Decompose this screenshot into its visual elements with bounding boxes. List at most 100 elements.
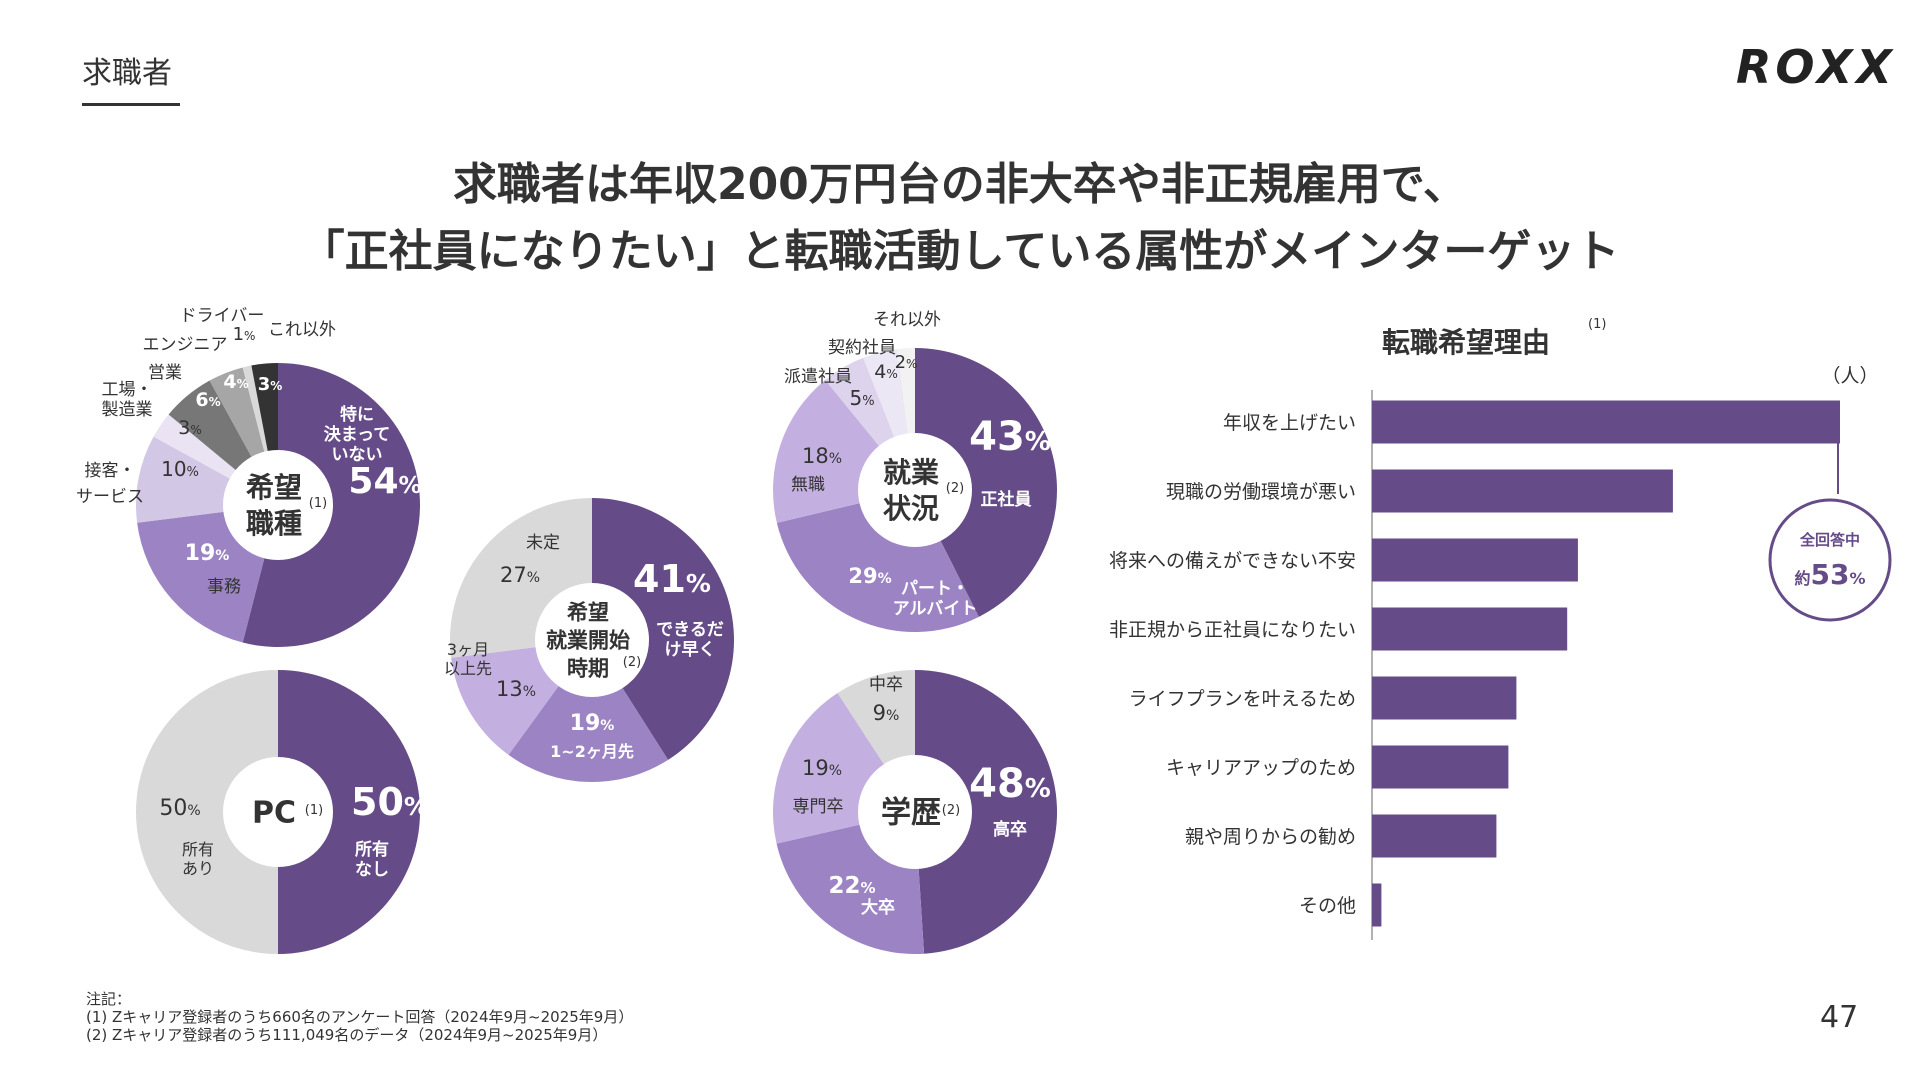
bar-4: [1372, 676, 1517, 720]
pie-label-0-4: 営業: [148, 363, 182, 383]
bar-3: [1372, 607, 1568, 651]
pie-label-2-1: 1~2ヶ月先: [550, 742, 634, 761]
pie-label-3-5: それ以外: [873, 310, 941, 330]
pie-center-hole: [535, 583, 649, 697]
pie-label-1-0: 所有: [355, 839, 389, 860]
pie-pct-4-1: 22%: [828, 873, 875, 899]
bar-label-3: 非正規から正社員になりたい: [1109, 619, 1356, 641]
pie-center-label: 職種: [246, 507, 302, 540]
callout-value: 約53%: [1794, 558, 1865, 591]
pie-pct-4-0: 48%: [969, 761, 1051, 807]
callout-line1: 全回答中: [1799, 531, 1860, 549]
pie-slice-1-1: [136, 670, 278, 954]
pie-education: 学歴 (2) 48% 高卒 22%大卒 19% 専門卒 9% 中卒: [772, 670, 1058, 955]
pie-slice-2-1: [508, 640, 669, 782]
pie-label-3-4: 契約社員: [828, 338, 896, 358]
pie-pct-0-1: 19%: [185, 541, 230, 566]
pie-center-note: (1): [309, 496, 327, 511]
footnote-heading: 注記：: [86, 990, 132, 1008]
pie-pct-0-6: 1%: [233, 324, 256, 345]
pie-pct-0-4: 6%: [195, 389, 220, 411]
pie-slice-4-0: [915, 670, 1058, 954]
pie-center-label: 就業: [883, 456, 939, 489]
page-number: 47: [1820, 1000, 1859, 1035]
pie-center-label: 希望: [567, 600, 609, 624]
pie-pct-3-2: 18%: [802, 444, 842, 468]
pie-pct-1-1: 50%: [159, 796, 200, 821]
pie-pct-0-3: 3%: [178, 417, 202, 439]
pie-label-0-5: エンジニア: [143, 335, 228, 355]
pie-label-4-3: 中卒: [869, 675, 903, 695]
pie-pct-3-0: 43%: [969, 414, 1051, 460]
pie-pct-1-0: 50%: [351, 780, 429, 824]
pie-center-note: (2): [942, 803, 960, 818]
footnote-2: (2) Zキャリア登録者のうち111,049名のデータ（2024年9月~2025…: [86, 1026, 608, 1044]
section-label: 求職者: [82, 56, 172, 91]
pie-pct-4-3: 9%: [873, 701, 900, 725]
pie-pct-4-2: 19%: [802, 756, 842, 780]
pie-center-note: (2): [623, 655, 641, 670]
bar-5: [1372, 745, 1509, 789]
pie-label-0-3: 製造業: [102, 400, 153, 420]
bar-7: [1372, 883, 1382, 927]
section-underline: [82, 103, 180, 106]
pie-label-1-1: あり: [182, 859, 214, 878]
pie-label-2-3: 未定: [526, 533, 560, 553]
pie-label-0-6: ドライバー: [180, 306, 265, 326]
pie-label-2-0: できるだ: [656, 620, 724, 640]
page-title-line-2: 「正社員になりたい」と転職活動している属性がメインターゲット: [300, 226, 1620, 277]
pie-label-4-1: 大卒: [861, 897, 895, 918]
pie-center-note: (2): [946, 481, 964, 496]
pie-label-0-0: 決まって: [324, 424, 390, 445]
pie-label-3-1: パート・: [901, 579, 969, 599]
pie-label-3-1: アルバイト: [893, 599, 978, 619]
pie-label-4-2: 専門卒: [793, 797, 844, 817]
bar-label-7: その他: [1299, 895, 1356, 917]
pie-slice-1-0: [278, 670, 420, 954]
pie-center-hole: [223, 450, 333, 560]
pie-pct-2-1: 19%: [570, 711, 615, 736]
pie-center-label: PC: [252, 796, 296, 831]
pie-pct-0-7: 3%: [258, 374, 283, 395]
pie-center-label: 時期: [567, 656, 609, 680]
pie-slice-3-0: [915, 348, 1057, 617]
pie-label-0-0: 特に: [340, 404, 374, 425]
callout-circle: [1768, 498, 1892, 622]
bar-6: [1372, 814, 1497, 858]
bar-0: [1372, 400, 1840, 444]
pie-center-label: 希望: [246, 471, 302, 504]
pie-label-3-3: 派遣社員: [784, 367, 852, 387]
pie-label-4-0: 高卒: [993, 819, 1027, 840]
pie-pct-3-1: 29%: [848, 564, 891, 588]
pie-label-0-3: 工場・: [102, 380, 153, 400]
bar-2: [1372, 538, 1578, 582]
pie-center-label: 学歴: [881, 796, 941, 831]
pie-label-0-0: いない: [332, 445, 383, 465]
pie-label-2-2: 3ヶ月: [447, 640, 489, 659]
pie-center-label: 就業開始: [546, 628, 630, 652]
pie-label-0-1: 事務: [207, 577, 241, 597]
footnotes: 注記： (1) Zキャリア登録者のうち660名のアンケート回答（2024年9月~…: [86, 990, 633, 1044]
pie-label-3-0: 正社員: [981, 489, 1032, 510]
pie-pct-0-5: 4%: [223, 371, 248, 393]
roxx-logo: ROXX: [1736, 40, 1896, 94]
pie-pct-3-3: 5%: [849, 386, 874, 410]
pie-center-hole: [223, 757, 333, 867]
bar-label-6: 親や周りからの勧め: [1185, 826, 1356, 848]
pie-center-hole: [858, 755, 972, 869]
pie-label-1-0: なし: [355, 860, 389, 880]
pie-label-2-2: 以上先: [444, 659, 492, 678]
pie-center-label: 状況: [883, 492, 939, 525]
pie-pct-0-2: 10%: [161, 457, 199, 481]
pie-label-3-2: 無職: [791, 475, 825, 495]
bar-chart-title: 転職希望理由: [1382, 326, 1550, 359]
bar-label-2: 将来への備えができない不安: [1109, 550, 1356, 572]
pie-label-0-2-cont: サービス: [76, 487, 144, 507]
bar-1: [1372, 469, 1673, 513]
bar-label-4: ライフプランを叶えるため: [1129, 688, 1356, 710]
bar-chart-title-note: (1): [1588, 317, 1606, 332]
bar-label-0: 年収を上げたい: [1223, 412, 1356, 434]
